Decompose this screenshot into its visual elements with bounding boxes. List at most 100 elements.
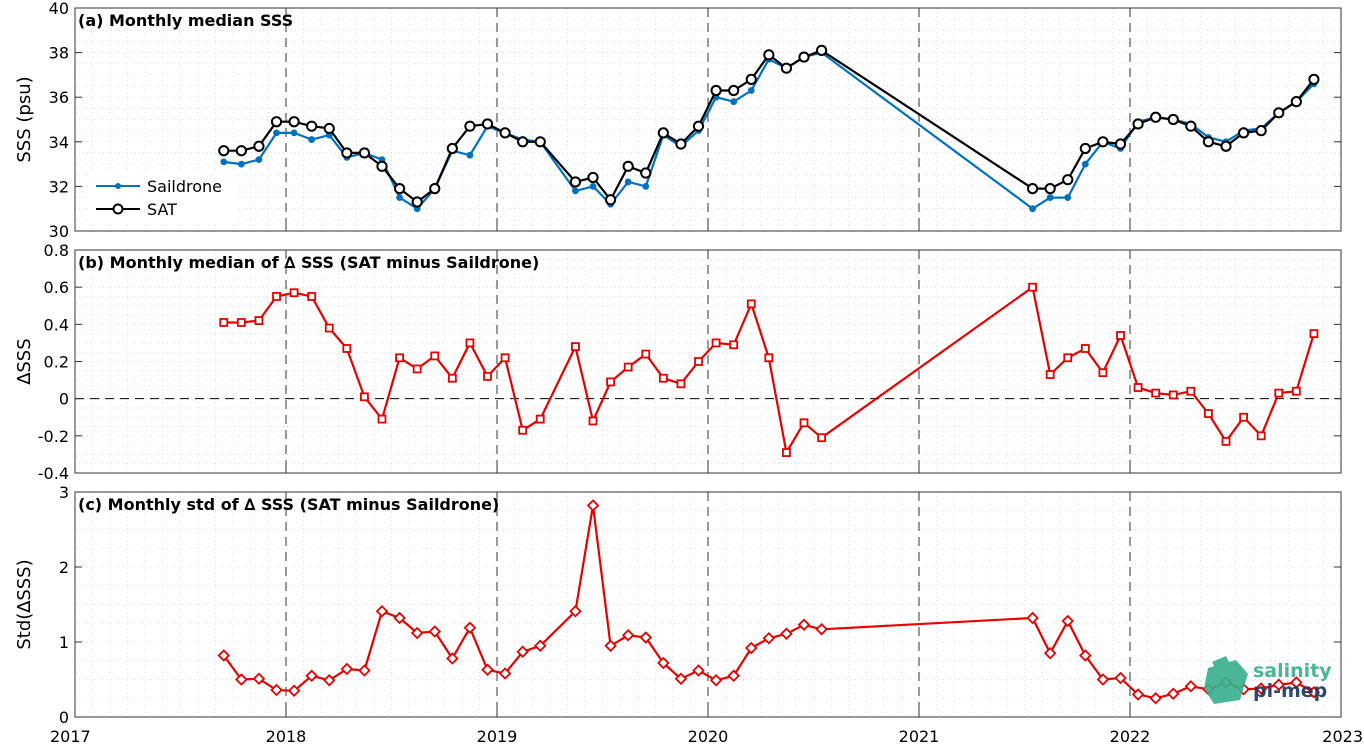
panel-title: (c) Monthly std of ∆ SSS (SAT minus Sail… [78,495,499,514]
y-tick-label: 34 [49,133,69,152]
data-point [1097,136,1109,148]
data-point [395,353,404,363]
legend-sat-marker [112,203,124,215]
logo-mark-top-icon [1212,656,1232,674]
data-point [782,448,791,457]
data-point [675,138,687,150]
data-point [1028,282,1037,292]
y-tick-label: 0 [59,390,69,409]
data-point [1184,679,1198,693]
data-point [1132,118,1144,130]
data-point [744,641,758,655]
data-point [674,672,688,686]
data-point [1064,194,1072,201]
data-point [587,171,599,184]
data-point [516,645,529,659]
data-point [586,499,600,512]
y-tick-label: 3 [59,483,69,502]
data-point [341,147,353,159]
y-tick-label: 0.4 [44,315,69,334]
legend-saildrone-marker [115,183,121,189]
y-tick-label: 0 [59,708,69,727]
data-point [1272,678,1286,692]
data-point [253,140,265,152]
data-point [236,318,246,327]
data-point [569,604,582,618]
data-point [621,628,635,642]
data-point [342,344,352,353]
data-point [1062,174,1074,186]
data-point [729,340,739,350]
salinity-pi-mep-logo: salinity pi-mep [1204,656,1332,704]
major-grid-c [285,492,1131,717]
data-point [1081,160,1089,168]
y-axis-label: ∆SSS [14,338,35,385]
data-point [1096,673,1110,686]
data-point [1307,685,1321,699]
data-point [1026,183,1039,195]
data-point [410,626,424,640]
panel-title: (b) Monthly median of ∆ SSS (SAT minus S… [78,253,539,272]
series-a-1 [218,44,1320,208]
data-point [324,323,334,333]
data-point [218,145,230,157]
data-point [1046,194,1054,201]
data-point [287,684,301,698]
data-point [533,639,547,653]
data-point [571,342,580,352]
data-point [692,664,705,677]
data-point [220,158,228,166]
data-point [289,288,299,298]
data-point [815,44,828,56]
data-point [1204,409,1213,418]
data-point [1149,691,1162,705]
data-point [463,621,477,635]
data-point [393,183,406,195]
y-tick-label: 40 [49,0,69,18]
data-point [797,618,811,632]
data-point [1290,676,1303,689]
data-point [1221,437,1231,446]
data-point [727,669,740,683]
data-point [358,147,371,159]
data-point [747,87,755,94]
x-tick-label: 2021 [899,727,940,745]
data-point [396,194,403,201]
data-point [694,357,703,366]
data-point [272,292,281,301]
data-point [273,129,280,137]
x-tick-label: 2018 [266,727,307,745]
data-point [1255,125,1267,137]
y-tick-label: 36 [49,88,69,107]
data-point [730,98,738,106]
data-point [1114,138,1127,150]
data-point [657,656,670,670]
data-point [429,183,441,195]
data-point [290,129,298,137]
y-tick-label: 1 [59,633,69,652]
data-point [799,418,809,428]
data-point [412,364,422,374]
data-point [623,362,633,372]
series-b-0 [219,282,1319,457]
data-point [288,116,300,128]
data-point [692,120,705,132]
data-point [780,627,793,641]
data-point [306,120,318,132]
y-tick-label: -0.4 [38,464,69,483]
data-point [1151,388,1161,398]
data-point [323,122,335,135]
x-tick-label: 2022 [1110,727,1151,745]
data-point [1043,646,1057,660]
data-point [483,371,492,381]
data-point [762,631,776,645]
data-point [377,414,387,424]
data-point [465,338,475,348]
data-point [534,136,546,148]
legend-saildrone-label: Saildrone [147,177,222,196]
data-point [604,194,617,206]
data-point [1220,140,1232,152]
data-point [641,349,651,359]
data-point [1308,73,1320,85]
